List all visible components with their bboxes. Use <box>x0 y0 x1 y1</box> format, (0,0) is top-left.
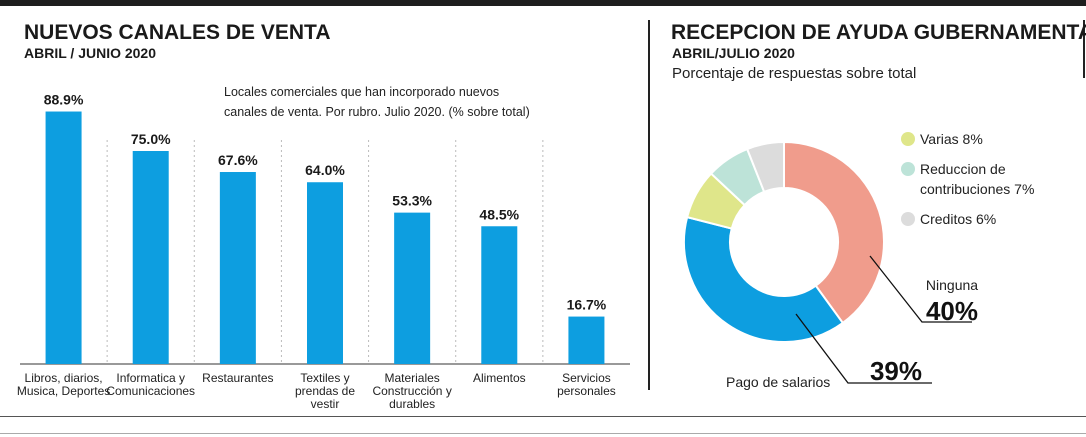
slice-value-salarios: 39% <box>870 356 922 386</box>
category-tick-label: Alimentos <box>473 371 526 385</box>
right-edge-rule <box>1083 20 1085 78</box>
right-chart-subtitle: ABRIL/JULIO 2020 <box>672 45 795 61</box>
legend-label: Varias 8% <box>920 131 983 147</box>
note-line-2: canales de venta. Por rubro. Julio 2020.… <box>224 105 530 119</box>
left-chart-title: NUEVOS CANALES DE VENTA <box>24 21 331 44</box>
bar <box>132 151 169 364</box>
slice-value-ninguna: 40% <box>926 296 978 326</box>
category-tick-label: Informatica y <box>116 371 185 385</box>
donut-slice <box>683 215 845 343</box>
left-chart-subtitle: ABRIL / JUNIO 2020 <box>24 45 157 61</box>
bar-chart: 88.9% Libros, diarios,Musica, Deportes 75.… <box>17 92 630 411</box>
donut-chart: Ninguna 40% Pago de salarios 39% Varias 8% Re… <box>683 131 1034 390</box>
bar <box>394 212 431 364</box>
right-chart-title: RECEPCION DE AYUDA GUBERNAMENTAL <box>671 21 1086 44</box>
category-tick-label: Servicios <box>562 371 611 385</box>
bar <box>481 226 518 364</box>
legend-label: Creditos 6% <box>920 211 996 227</box>
bar <box>45 111 82 364</box>
bar-value-label: 67.6% <box>218 152 258 168</box>
note-line-1: Locales comerciales que han incorporado … <box>224 85 500 99</box>
category-tick-label: Restaurantes <box>202 371 273 385</box>
legend-label: contribuciones 7% <box>920 181 1034 197</box>
right-chart-description: Porcentaje de respuestas sobre total <box>672 65 917 82</box>
bottom-rule-secondary <box>0 433 1086 434</box>
legend-swatch <box>901 132 915 146</box>
bar-value-label: 88.9% <box>44 92 84 108</box>
slice-label-ninguna: Ninguna <box>926 277 978 293</box>
bar-value-label: 75.0% <box>131 131 171 147</box>
category-tick-label: Libros, diarios, <box>25 371 103 385</box>
bar-value-label: 48.5% <box>479 206 519 222</box>
category-tick-label: Comunicaciones <box>106 384 195 398</box>
category-tick-label: Construcción y <box>372 384 451 398</box>
category-tick-label: prendas de <box>295 384 355 398</box>
bar-value-label: 53.3% <box>392 193 432 209</box>
bar-value-label: 16.7% <box>567 297 607 313</box>
slice-label-salarios: Pago de salarios <box>726 374 830 390</box>
top-bar <box>0 0 1086 6</box>
category-tick-label: vestir <box>311 397 340 411</box>
category-tick-label: Musica, Deportes <box>17 384 110 398</box>
bottom-rule <box>0 416 1086 417</box>
bar <box>568 316 605 364</box>
legend-swatch <box>901 212 915 226</box>
category-tick-label: personales <box>557 384 616 398</box>
ninguna-leader-line <box>869 255 972 323</box>
legend-swatch <box>901 162 915 176</box>
bar <box>219 172 256 364</box>
salarios-leader-line <box>795 313 932 384</box>
bar-value-label: 64.0% <box>305 162 345 178</box>
category-tick-label: durables <box>389 397 435 411</box>
category-tick-label: Textiles y <box>300 371 349 385</box>
donut-slice <box>783 140 885 325</box>
donut-slice <box>745 140 785 194</box>
panel-divider <box>648 20 650 390</box>
category-tick-label: Materiales <box>384 371 439 385</box>
bar <box>307 182 343 364</box>
legend-label: Reduccion de <box>920 161 1006 177</box>
left-chart-note: Locales comerciales que han incorporado … <box>224 82 530 122</box>
